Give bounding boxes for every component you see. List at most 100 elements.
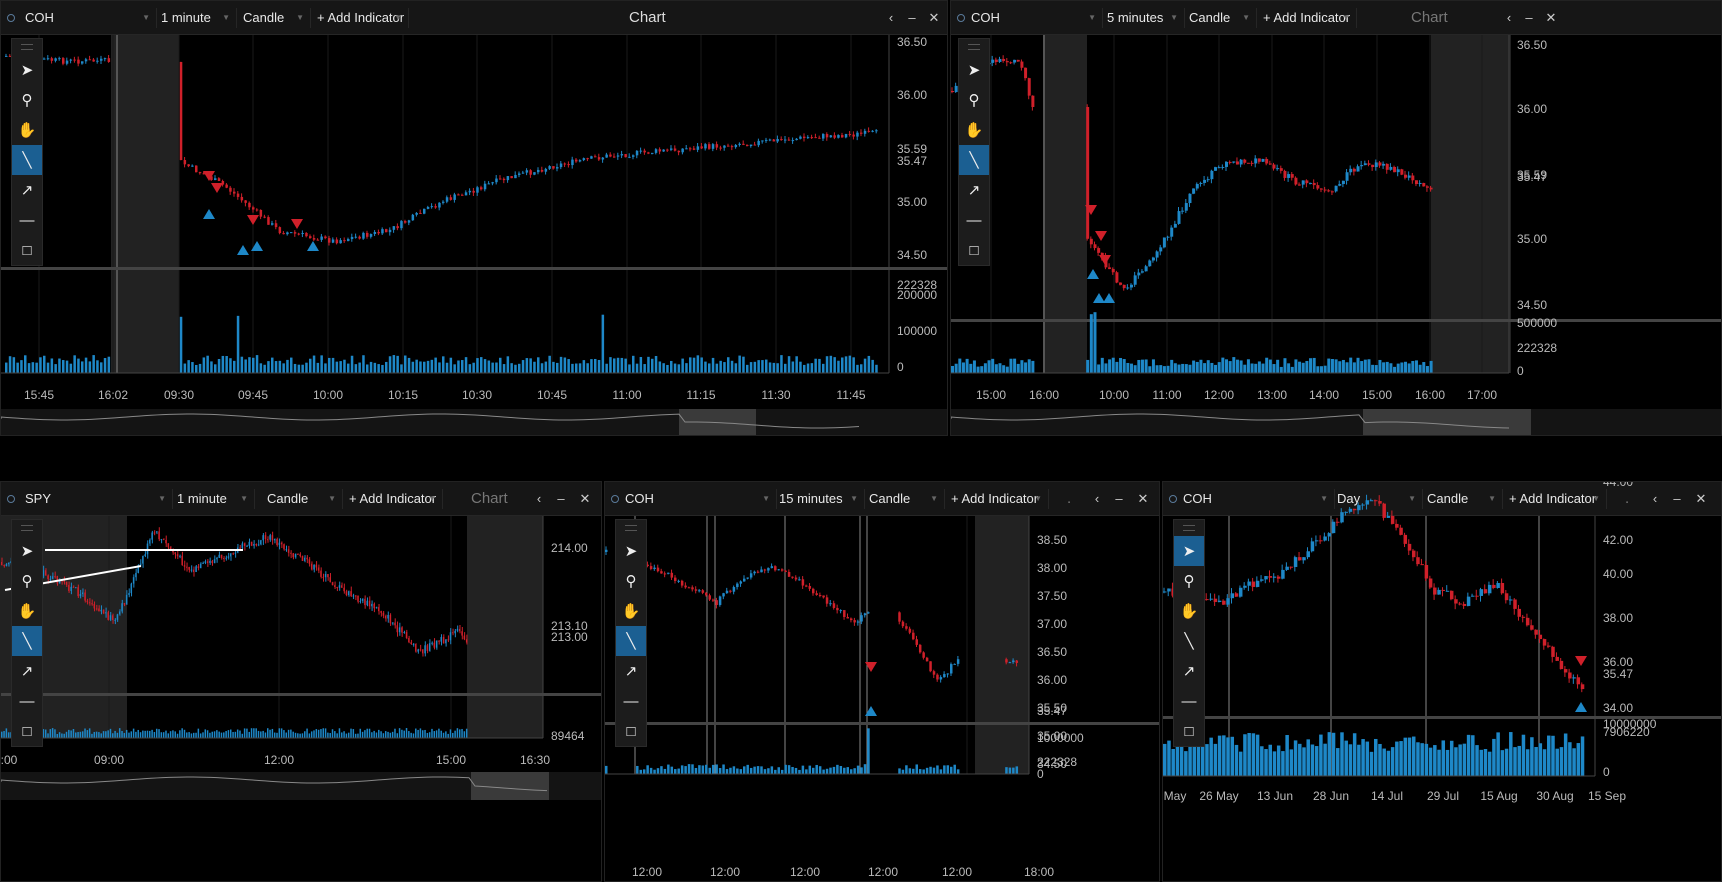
link-icon[interactable] <box>611 495 619 503</box>
rectangle-tool-icon[interactable]: □ <box>969 241 979 259</box>
symbol-select[interactable]: COH ▼ <box>967 8 1103 28</box>
back-icon[interactable]: ‹ <box>1652 491 1658 506</box>
pan-hand-icon[interactable]: ✋ <box>17 603 37 620</box>
minimize-icon[interactable]: – <box>1115 491 1123 506</box>
toolbar-grip[interactable] <box>616 520 646 536</box>
volume-bar <box>605 363 608 373</box>
add-indicator-button[interactable]: + Add Indicator ▼ <box>345 489 443 509</box>
arrow-tool-icon[interactable]: ↗ <box>624 663 638 680</box>
pointer-icon[interactable]: ➤ <box>1174 536 1204 566</box>
link-icon[interactable] <box>7 14 15 22</box>
candle <box>1239 159 1243 165</box>
pointer-icon[interactable]: ➤ <box>967 62 981 79</box>
arrow-tool-icon[interactable]: ↗ <box>20 182 34 199</box>
zoom-icon[interactable]: ⚲ <box>625 573 637 590</box>
arrow-tool-icon[interactable]: ↗ <box>20 663 34 680</box>
close-icon[interactable]: ✕ <box>579 491 591 506</box>
rectangle-tool-icon[interactable]: □ <box>626 722 636 740</box>
back-icon[interactable]: ‹ <box>1094 491 1100 506</box>
toolbar-grip[interactable] <box>959 39 989 55</box>
chart-type-select[interactable]: Candle ▼ <box>1185 8 1257 28</box>
pan-hand-icon[interactable]: ✋ <box>17 122 37 139</box>
volume-bar <box>54 729 56 738</box>
horizontal-line-icon[interactable]: — <box>966 211 982 229</box>
interval-select[interactable]: 5 minutes ▼ <box>1103 8 1185 28</box>
horizontal-line-icon[interactable]: — <box>623 692 639 710</box>
line-tool-icon[interactable]: ╲ <box>1184 633 1194 650</box>
interval-select[interactable]: 1 minute ▼ <box>173 489 255 509</box>
volume-bar <box>1367 359 1371 373</box>
toolbar-grip[interactable] <box>12 520 42 536</box>
minimize-icon[interactable]: – <box>557 491 565 506</box>
zoom-icon[interactable]: ⚲ <box>21 573 33 590</box>
close-icon[interactable]: ✕ <box>1695 491 1707 506</box>
line-tool-icon[interactable]: ╲ <box>616 626 646 656</box>
add-indicator-button[interactable]: + Add Indicator ▼ <box>1259 8 1357 28</box>
toolbar-grip[interactable] <box>1174 520 1204 536</box>
chart-type-select[interactable]: Candle ▼ <box>1423 489 1503 509</box>
volume-bar <box>169 731 172 738</box>
horizontal-line-icon[interactable]: — <box>19 692 35 710</box>
pan-hand-icon[interactable]: ✋ <box>964 122 984 139</box>
candle <box>639 150 643 152</box>
session-shade <box>467 516 543 738</box>
add-indicator-button[interactable]: + Add Indicator ▼ <box>947 489 1049 509</box>
rectangle-tool-icon[interactable]: □ <box>1184 722 1194 740</box>
horizontal-line-icon[interactable]: — <box>19 211 35 229</box>
arrow-tool-icon[interactable]: ↗ <box>1182 663 1196 680</box>
volume-bar <box>1086 359 1090 373</box>
pointer-icon[interactable]: ➤ <box>20 543 34 560</box>
volume-bar <box>1407 737 1412 776</box>
zoom-icon[interactable]: ⚲ <box>968 92 980 109</box>
interval-select[interactable]: 1 minute ▼ <box>157 8 237 28</box>
pointer-icon[interactable]: ➤ <box>624 543 638 560</box>
chart-area[interactable]: 38.5038.0037.5037.0036.5036.0035.5035.47… <box>605 482 1160 882</box>
symbol-select[interactable]: COH ▼ <box>1179 489 1335 509</box>
minimize-icon[interactable]: – <box>1525 10 1533 25</box>
add-indicator-button[interactable]: + Add Indicator ▼ <box>1505 489 1607 509</box>
zoom-icon[interactable]: ⚲ <box>21 92 33 109</box>
symbol-select[interactable]: COH ▼ <box>621 489 777 509</box>
add-indicator-button[interactable]: + Add Indicator ▼ <box>313 8 409 28</box>
minimize-icon[interactable]: – <box>1673 491 1681 506</box>
pane-divider <box>1163 716 1721 719</box>
pan-hand-icon[interactable]: ✋ <box>1179 603 1199 620</box>
chart-area[interactable]: 36.5036.0035.5935.4735.0034.502223282000… <box>1 1 948 436</box>
link-icon[interactable] <box>7 495 15 503</box>
volume-bar <box>70 730 72 738</box>
volume-bar <box>860 364 863 373</box>
chart-area[interactable]: 44.0042.0040.0038.0036.0035.4734.0010000… <box>1163 482 1722 882</box>
candle <box>929 661 932 672</box>
symbol-select[interactable]: SPY ▼ <box>21 489 173 509</box>
rectangle-tool-icon[interactable]: □ <box>22 241 32 259</box>
pan-hand-icon[interactable]: ✋ <box>621 603 641 620</box>
rectangle-tool-icon[interactable]: □ <box>22 722 32 740</box>
arrow-tool-icon[interactable]: ↗ <box>967 182 981 199</box>
horizontal-line-icon[interactable]: — <box>1181 692 1197 710</box>
interval-select[interactable]: Day ▼ <box>1333 489 1423 509</box>
interval-select[interactable]: 15 minutes ▼ <box>775 489 865 509</box>
close-icon[interactable]: ✕ <box>1137 491 1149 506</box>
close-icon[interactable]: ✕ <box>1545 10 1557 25</box>
back-icon[interactable]: ‹ <box>536 491 542 506</box>
link-icon[interactable] <box>1169 495 1177 503</box>
symbol-select[interactable]: COH ▼ <box>21 8 157 28</box>
line-tool-icon[interactable]: ╲ <box>12 145 42 175</box>
minimize-icon[interactable]: – <box>908 10 916 25</box>
line-tool-icon[interactable]: ╲ <box>959 145 989 175</box>
link-icon[interactable] <box>957 14 965 22</box>
back-icon[interactable]: ‹ <box>1506 10 1512 25</box>
chart-type-select[interactable]: Candle ▼ <box>263 489 343 509</box>
chart-type-select[interactable]: Candle ▼ <box>865 489 945 509</box>
back-icon[interactable]: ‹ <box>888 10 894 25</box>
chart-type-select[interactable]: Candle ▼ <box>239 8 311 28</box>
pointer-icon[interactable]: ➤ <box>20 62 34 79</box>
toolbar-grip[interactable] <box>12 39 42 55</box>
candle <box>694 589 698 591</box>
zoom-icon[interactable]: ⚲ <box>1183 573 1195 590</box>
candle <box>339 240 342 244</box>
line-tool-icon[interactable]: ╲ <box>12 626 42 656</box>
chart-area[interactable]: 36.5036.0035.5935.4735.0034.505000002223… <box>951 1 1722 436</box>
close-icon[interactable]: ✕ <box>928 10 940 25</box>
